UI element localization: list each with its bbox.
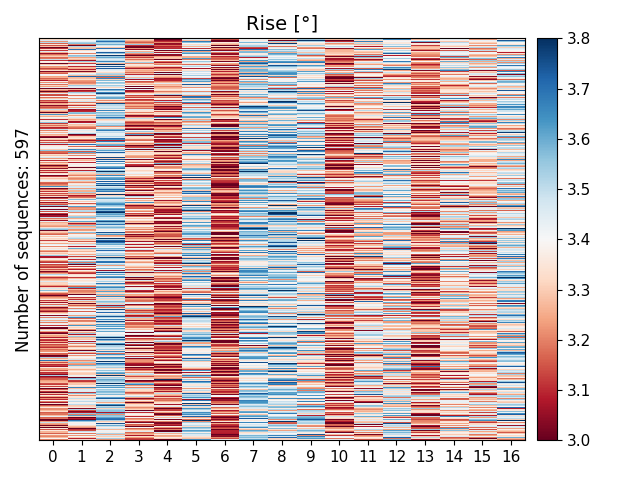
Y-axis label: Number of sequences: 597: Number of sequences: 597 — [15, 127, 33, 352]
Title: Rise [°]: Rise [°] — [246, 15, 318, 34]
